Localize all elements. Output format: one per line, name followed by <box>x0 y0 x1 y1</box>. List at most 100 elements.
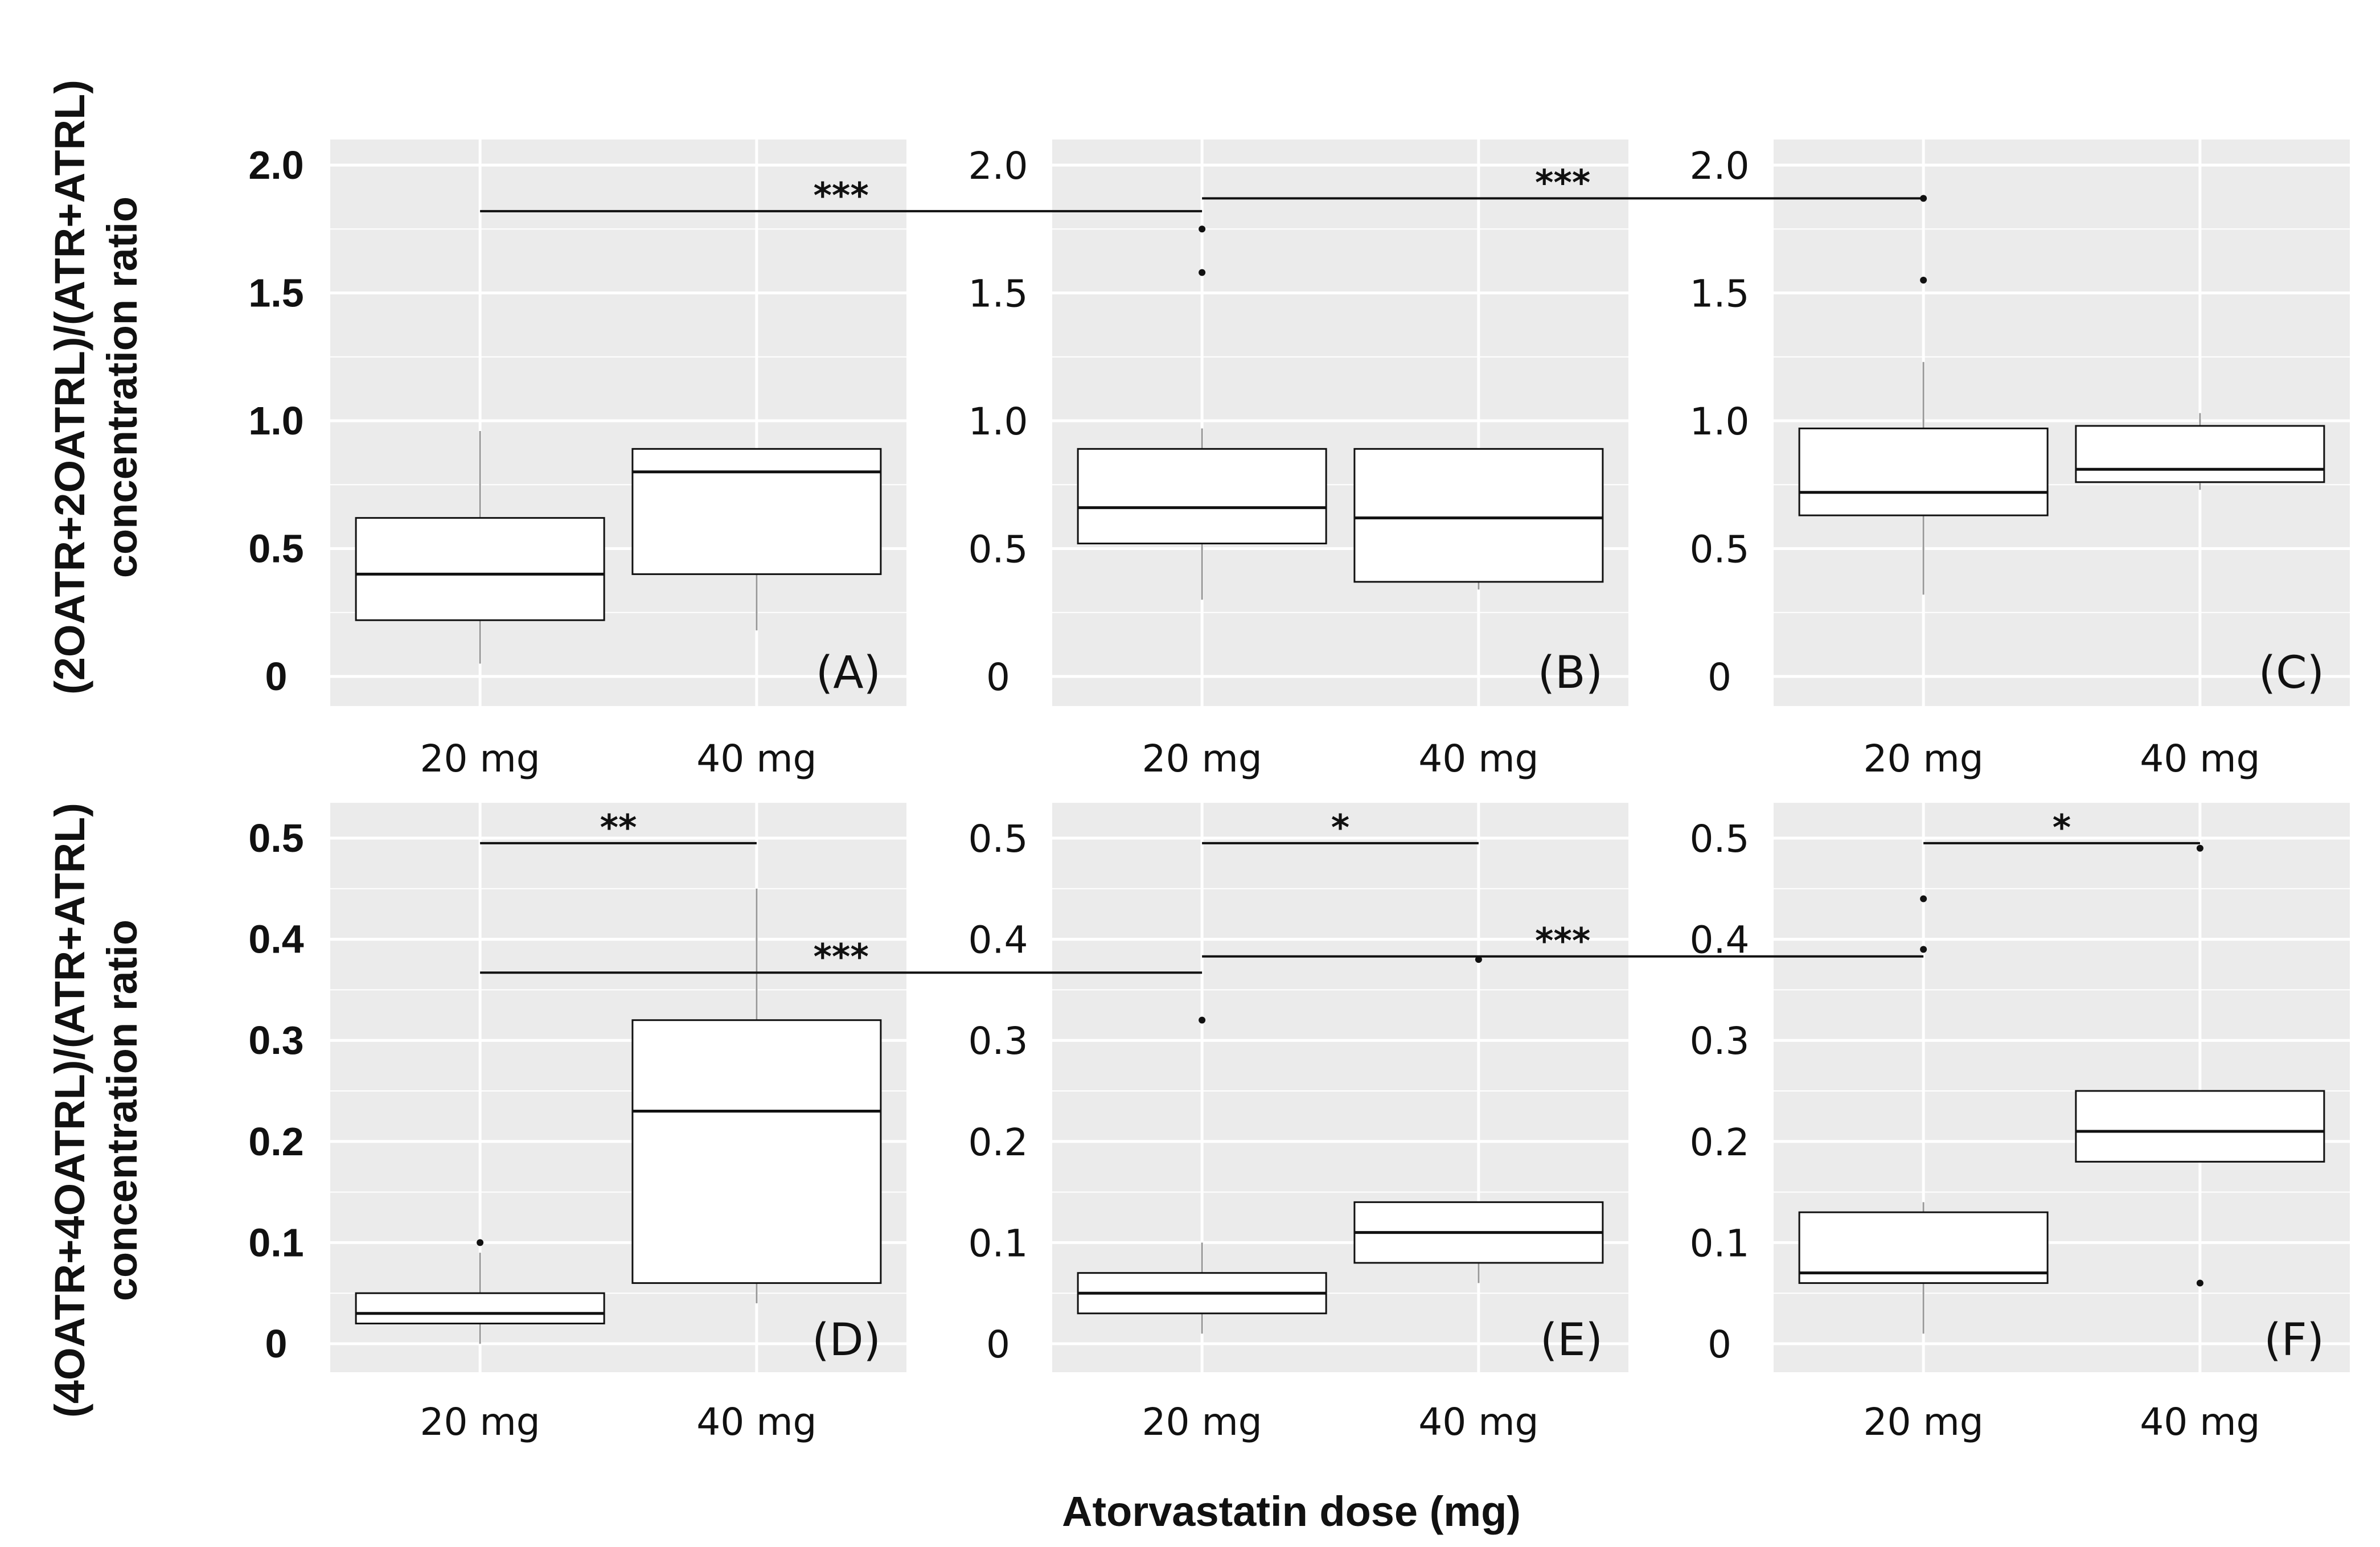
panel-label: (C) <box>2259 647 2324 699</box>
y-tick-label: 2.0 <box>1690 144 1750 188</box>
box-20-mg <box>355 1239 605 1344</box>
box-iqr <box>1077 448 1327 545</box>
significance-bracket: *** <box>1202 920 1924 962</box>
significance-bracket: *** <box>480 936 1203 978</box>
y-tick-label: 0 <box>265 654 288 699</box>
panel-c: 0 0.5 1.0 1.5 2.0 20 mg 40 mg (C) <box>1690 139 2350 781</box>
x-tick-label: 20 mg <box>1142 1400 1262 1444</box>
box-20-mg <box>1077 225 1327 600</box>
outlier-point <box>2196 844 2203 852</box>
panels-layer: 00.51.01.52.020 mg 40 mg(A) 00.51.01.52.02… <box>248 139 2350 1444</box>
box-40-mg <box>2075 844 2325 1287</box>
significance-stars: ** <box>600 807 637 848</box>
x-tick-label: 40 mg <box>696 737 816 781</box>
x-tick-label: 20 mg <box>1864 1400 1984 1444</box>
y-tick-label: 0.5 <box>1690 528 1750 572</box>
y-axis-title-bottom-line1: (4OATR+4OATRL)/(ATR+ATRL) <box>46 803 93 1418</box>
y-tick-label: 0.5 <box>248 816 303 860</box>
significance-stars: *** <box>1535 920 1590 962</box>
x-tick-label: 20 mg <box>1864 737 1984 781</box>
panel-label: (E) <box>1540 1315 1603 1366</box>
box-iqr <box>2075 425 2325 483</box>
x-tick-label: 40 mg <box>2140 737 2260 781</box>
box-20-mg <box>1798 895 2049 1334</box>
x-tick-label: 20 mg <box>420 737 540 781</box>
y-tick-label: 1.0 <box>248 399 303 443</box>
box-iqr <box>2075 1090 2325 1163</box>
y-tick-label: 0 <box>265 1322 288 1366</box>
panel-background <box>1774 139 2350 706</box>
x-tick-label: 20 mg <box>420 1400 540 1444</box>
outlier-point <box>1199 1016 1206 1024</box>
panel-label: (A) <box>816 647 881 699</box>
panel-label: (B) <box>1538 647 1603 699</box>
significance-bracket: * <box>1923 807 2200 848</box>
y-tick-label: 1.5 <box>248 271 303 315</box>
box-40-mg <box>631 888 882 1303</box>
y-tick-label: 1.5 <box>969 272 1028 316</box>
outlier-point <box>1199 225 1206 233</box>
x-axis-title: Atorvastatin dose (mg) <box>1062 1488 1521 1535</box>
outlier-point <box>2196 1279 2203 1287</box>
panel-label: (F) <box>2264 1315 2324 1366</box>
y-tick-label: 1.0 <box>969 400 1028 444</box>
significance-bracket: ** <box>480 807 757 848</box>
outlier-point <box>1475 956 1482 963</box>
y-tick-label: 0.4 <box>1690 918 1750 962</box>
x-tick-label: 40 mg <box>696 1400 816 1444</box>
significance-bracket: * <box>1202 807 1479 848</box>
box-20-mg <box>355 430 605 664</box>
significance-stars: *** <box>813 936 868 978</box>
panel-d: 0 0.1 0.2 0.3 0.4 0.5 20 mg 40 mg (D) <box>248 803 906 1444</box>
y-tick-label: 0.4 <box>248 917 303 962</box>
significance-bracket: *** <box>1202 162 1924 203</box>
y-axis-title-bottom-line2: concentration ratio <box>99 920 146 1301</box>
y-tick-label: 2.0 <box>969 144 1028 188</box>
outlier-point <box>1920 277 1927 284</box>
y-tick-label: 0 <box>986 1323 1010 1367</box>
y-tick-label: 0.1 <box>248 1220 303 1265</box>
box-iqr <box>1798 1211 2049 1284</box>
box-40-mg <box>1353 956 1604 1283</box>
x-tick-label: 40 mg <box>2140 1400 2260 1444</box>
box-iqr <box>631 1019 882 1284</box>
y-tick-label: 0.3 <box>248 1018 303 1062</box>
outlier-point <box>1199 269 1206 276</box>
box-40-mg <box>1353 448 1604 590</box>
significance-bracket: *** <box>480 175 1203 216</box>
y-tick-label: 0 <box>986 655 1010 699</box>
significance-layer: *** ***** * **** *** <box>480 162 2200 978</box>
y-tick-label: 0.2 <box>969 1121 1028 1164</box>
panel-f: 0 0.1 0.2 0.3 0.4 0.5 20 mg 40 mg(F) <box>1690 803 2350 1444</box>
panel-e: 0 0.1 0.2 0.3 0.4 0.5 20 mg 40 mg(E) <box>969 803 1628 1444</box>
panel-background <box>1052 139 1628 706</box>
panel-a: 0 0.5 1.0 1.5 2.0 20 mg 40 mg(A) <box>248 139 906 781</box>
y-tick-label: 0.3 <box>969 1019 1028 1063</box>
box-40-mg <box>2075 413 2325 490</box>
y-tick-label: 0.5 <box>248 527 303 571</box>
significance-stars: * <box>1331 807 1349 848</box>
box-40-mg <box>631 448 882 631</box>
y-tick-label: 0.2 <box>1690 1121 1750 1164</box>
y-tick-label: 0.5 <box>1690 817 1750 861</box>
y-axis-title-top-line1: (2OATR+2OATRL)/(ATR+ATRL) <box>46 80 93 695</box>
panel-label: (D) <box>812 1315 881 1366</box>
y-axis-title-top-line2: concentration ratio <box>99 196 146 578</box>
outlier-point <box>1920 946 1927 953</box>
box-iqr <box>1798 427 2049 516</box>
significance-stars: * <box>2053 807 2071 848</box>
significance-stars: *** <box>813 175 868 216</box>
y-tick-label: 0.5 <box>969 817 1028 861</box>
y-tick-label: 2.0 <box>248 143 303 187</box>
y-tick-label: 0.2 <box>248 1119 303 1164</box>
y-tick-label: 0.1 <box>1690 1221 1750 1265</box>
outlier-point <box>1920 895 1927 902</box>
panel-b: 0 0.5 1.0 1.5 2.0 20 mg 40 mg(B) <box>969 139 1628 781</box>
box-iqr <box>1353 448 1604 583</box>
box-iqr <box>631 448 882 575</box>
x-tick-label: 20 mg <box>1142 737 1262 781</box>
y-tick-label: 0.5 <box>969 528 1028 572</box>
y-tick-label: 0.3 <box>1690 1019 1750 1063</box>
significance-stars: *** <box>1535 162 1590 203</box>
